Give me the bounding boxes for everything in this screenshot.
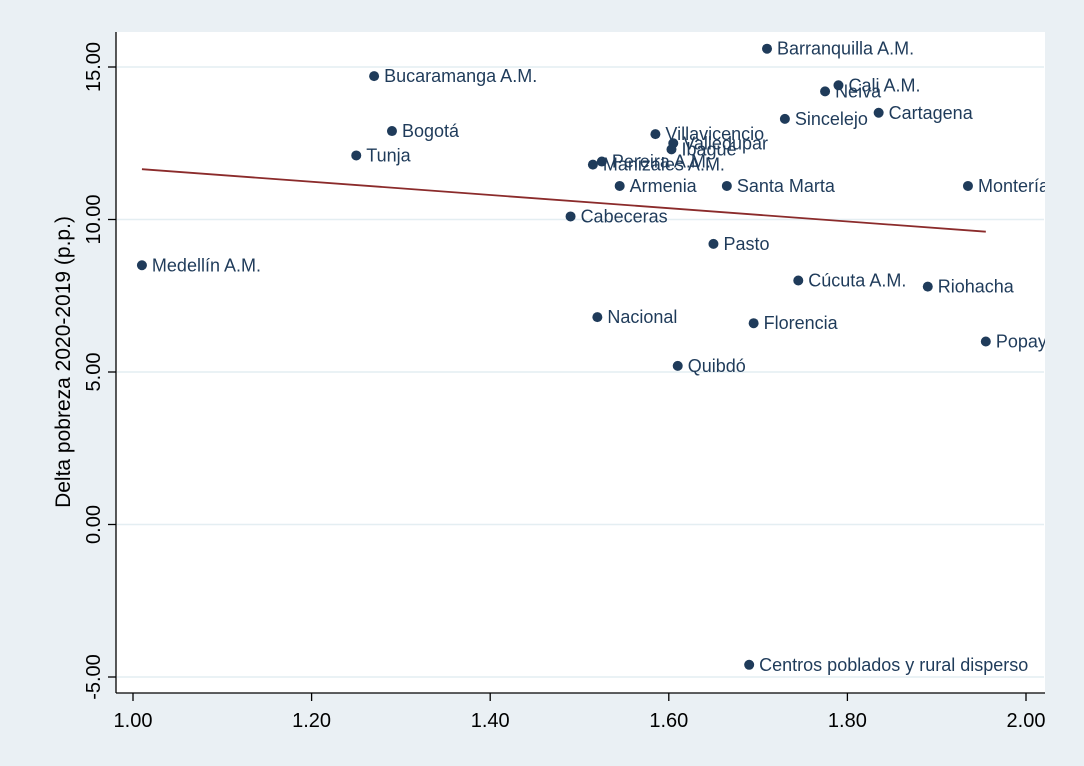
data-point xyxy=(351,150,362,161)
data-point-label: Quibdó xyxy=(688,356,746,376)
data-point-label: Pereira A.M. xyxy=(612,152,711,172)
data-point-label: Cali A.M. xyxy=(848,75,920,95)
data-point xyxy=(779,113,790,124)
x-tick-label: 1.40 xyxy=(471,710,510,732)
y-tick-label: 0.00 xyxy=(83,505,105,544)
data-point-label: Montería xyxy=(978,176,1050,196)
data-point xyxy=(136,260,147,271)
data-point-label: Santa Marta xyxy=(737,176,836,196)
data-point-label: Pasto xyxy=(723,234,769,254)
data-point xyxy=(762,43,773,54)
data-point xyxy=(748,318,759,329)
x-tick-label: 1.60 xyxy=(649,710,688,732)
data-point-label: Sincelejo xyxy=(795,109,868,129)
data-point-label: Villavicencio xyxy=(665,124,764,144)
fit-layer xyxy=(141,168,986,233)
data-point xyxy=(980,336,991,347)
data-point-label: Popayán xyxy=(996,332,1067,352)
data-point-label: Bucaramanga A.M. xyxy=(384,66,537,86)
data-point-label: Nacional xyxy=(607,307,677,327)
data-point xyxy=(596,156,607,167)
grid-layer xyxy=(117,66,1044,678)
data-point xyxy=(708,238,719,249)
plot-area xyxy=(116,32,1045,693)
data-point xyxy=(369,71,380,82)
data-point-label: Medellín A.M. xyxy=(152,255,261,275)
data-point-label: Neiva xyxy=(835,81,882,101)
y-tick-label: -5.00 xyxy=(83,654,105,700)
axes-layer: -5.00 0.00 5.00 10.00 15.00 1.00 1.20 1.40 1.60 1… xyxy=(83,32,1045,732)
points-layer: Barranquilla A.M. Bucaramanga A.M. Cali A.… xyxy=(136,39,1067,675)
data-point xyxy=(820,86,831,97)
y-tick-label: 10.00 xyxy=(83,194,105,244)
data-point xyxy=(793,275,804,286)
data-point xyxy=(592,312,603,323)
data-point-label: Cabeceras xyxy=(581,206,668,226)
data-point-label: Barranquilla A.M. xyxy=(777,39,914,59)
fit-line xyxy=(141,168,986,233)
data-point-label: Cartagena xyxy=(889,103,974,123)
data-point xyxy=(614,180,625,191)
data-point xyxy=(873,107,884,118)
data-point xyxy=(587,159,598,170)
data-point xyxy=(744,659,755,670)
x-tick-label: 2.00 xyxy=(1007,710,1046,732)
data-point xyxy=(650,129,661,140)
data-point-label: Florencia xyxy=(764,313,839,333)
data-point-label: Centros poblados y rural disperso xyxy=(759,655,1028,675)
x-tick-label: 1.20 xyxy=(292,710,331,732)
data-point xyxy=(386,126,397,137)
data-point xyxy=(721,180,732,191)
data-point xyxy=(672,360,683,371)
data-point-label: Bogotá xyxy=(402,121,460,141)
data-point-label: Valledupar xyxy=(683,133,768,153)
data-point xyxy=(666,144,677,155)
data-point-label: Tunja xyxy=(366,145,411,165)
y-axis-title: Delta pobreza 2020-2019 (p.p.) xyxy=(52,216,75,508)
data-point-label: Ibagué xyxy=(681,139,736,159)
x-tick-label: 1.80 xyxy=(828,710,867,732)
data-point xyxy=(565,211,576,222)
data-point-label: Manizales A.M. xyxy=(603,155,725,175)
data-point xyxy=(922,281,933,292)
y-tick-label: 5.00 xyxy=(83,353,105,392)
data-point-label: Riohacha xyxy=(938,277,1015,297)
data-point xyxy=(962,180,973,191)
data-point-label: Cúcuta A.M. xyxy=(808,271,906,291)
y-tick-label: 15.00 xyxy=(83,42,105,92)
x-tick-label: 1.00 xyxy=(114,710,153,732)
data-point-label: Armenia xyxy=(630,176,698,196)
data-point xyxy=(833,80,844,91)
